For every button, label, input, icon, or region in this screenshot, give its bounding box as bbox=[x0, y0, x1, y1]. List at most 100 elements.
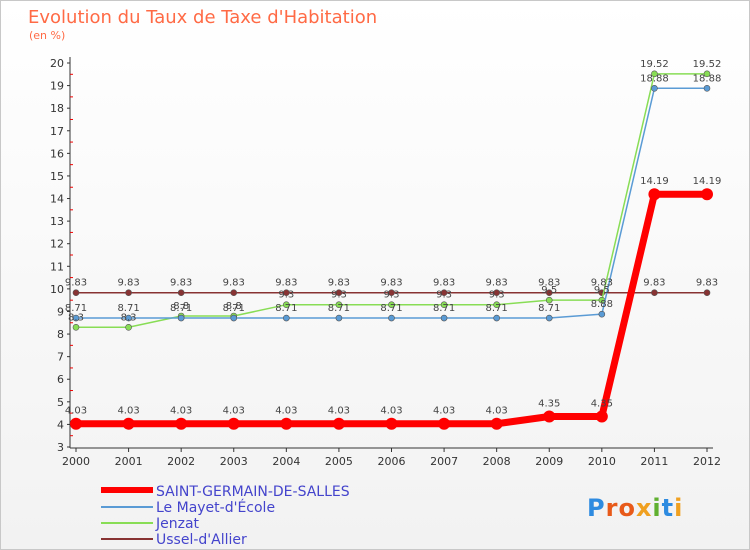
data-label: 8.88 bbox=[591, 299, 613, 310]
data-point bbox=[493, 314, 500, 322]
x-tick-label: 2011 bbox=[640, 455, 668, 468]
data-label: 18.88 bbox=[693, 73, 722, 84]
y-tick-label: 3 bbox=[57, 441, 64, 454]
data-label: 9.83 bbox=[486, 278, 508, 289]
data-point bbox=[385, 417, 398, 430]
data-label: 9.83 bbox=[538, 278, 560, 289]
data-point bbox=[440, 301, 448, 308]
y-tick-label: 13 bbox=[50, 215, 64, 228]
y-tick-label: 19 bbox=[50, 80, 64, 93]
data-label: 8.8 bbox=[226, 301, 242, 312]
data-label: 9.83 bbox=[117, 278, 139, 289]
data-point bbox=[230, 314, 238, 322]
data-label: 8.3 bbox=[68, 312, 84, 323]
y-tick-label: 20 bbox=[50, 57, 64, 70]
data-point bbox=[72, 289, 80, 297]
y-tick-label: 18 bbox=[50, 102, 64, 115]
data-label: 4.03 bbox=[65, 406, 87, 417]
legend-swatch bbox=[101, 506, 153, 508]
data-point bbox=[230, 289, 238, 297]
data-label: 19.52 bbox=[640, 59, 669, 70]
y-tick-label: 10 bbox=[50, 283, 64, 296]
data-label: 9.3 bbox=[436, 290, 452, 301]
data-label: 8.8 bbox=[173, 301, 189, 312]
x-tick-label: 2002 bbox=[167, 455, 195, 468]
data-point bbox=[595, 410, 608, 423]
data-point bbox=[543, 410, 556, 423]
data-label: 9.83 bbox=[380, 278, 402, 289]
data-label: 9.5 bbox=[594, 285, 610, 296]
x-tick-label: 2008 bbox=[483, 455, 511, 468]
data-point bbox=[227, 417, 240, 430]
chart-title: Evolution du Taux de Taxe d'Habitation bbox=[28, 7, 378, 28]
series-layer bbox=[70, 70, 713, 430]
data-label: 9.83 bbox=[643, 278, 665, 289]
data-point bbox=[490, 417, 503, 430]
legend-swatch bbox=[101, 538, 153, 540]
data-point bbox=[388, 314, 395, 322]
x-tick-label: 2003 bbox=[220, 455, 248, 468]
data-label: 14.19 bbox=[640, 176, 669, 187]
data-point bbox=[125, 314, 132, 322]
y-tick-label: 12 bbox=[50, 238, 64, 251]
y-tick-label: 15 bbox=[50, 170, 64, 183]
data-label: 9.3 bbox=[489, 290, 505, 301]
data-label: 9.3 bbox=[278, 290, 294, 301]
logo-letter: r bbox=[605, 494, 619, 522]
data-label: 8.71 bbox=[65, 303, 87, 314]
x-tick-label: 2007 bbox=[430, 455, 458, 468]
data-label: 8.71 bbox=[275, 303, 297, 314]
data-point bbox=[703, 289, 711, 297]
logo-letter: P bbox=[587, 494, 606, 522]
logo-letter: x bbox=[635, 494, 653, 522]
y-tick-label: 7 bbox=[57, 351, 64, 364]
data-point bbox=[545, 296, 553, 304]
data-label: 9.83 bbox=[591, 278, 613, 289]
y-tick-label: 6 bbox=[57, 373, 64, 386]
data-point bbox=[651, 70, 658, 78]
data-point bbox=[125, 323, 132, 331]
data-labels-layer: 9.83 9.83 9.83 9.83 9.83 9.83 9.83 9.83 9.83 9.83… bbox=[65, 59, 721, 417]
y-tick-label: 14 bbox=[50, 193, 64, 206]
data-label: 4.35 bbox=[538, 399, 560, 410]
y-tick-label: 11 bbox=[50, 260, 64, 273]
data-label: 8.71 bbox=[433, 303, 455, 314]
logo-letter: t bbox=[661, 494, 675, 522]
data-label: 9.83 bbox=[170, 278, 192, 289]
data-point bbox=[493, 301, 500, 308]
data-label: 9.5 bbox=[541, 285, 557, 296]
data-label: 9.83 bbox=[275, 278, 297, 289]
data-label: 9.83 bbox=[433, 278, 455, 289]
data-label: 9.3 bbox=[384, 290, 400, 301]
legend-swatch bbox=[101, 522, 153, 524]
logo-letter: i bbox=[674, 494, 684, 522]
x-tick-label: 2000 bbox=[62, 455, 90, 468]
data-label: 4.03 bbox=[328, 406, 350, 417]
data-point bbox=[280, 417, 293, 430]
x-tick-label: 2012 bbox=[693, 455, 721, 468]
data-point bbox=[175, 417, 188, 430]
data-point bbox=[388, 289, 395, 297]
data-point bbox=[545, 314, 553, 322]
data-point bbox=[122, 417, 135, 430]
data-label: 9.83 bbox=[65, 278, 87, 289]
data-point bbox=[651, 289, 658, 297]
logo-letter: i bbox=[652, 494, 662, 522]
x-tick-label: 2004 bbox=[272, 455, 300, 468]
data-label: 4.35 bbox=[591, 399, 613, 410]
axes: 3 4 5 6 7 8 9 10 11 12 13 14 15 16 17 18 19 20 2000 2001 200… bbox=[50, 57, 721, 468]
data-label: 9.83 bbox=[696, 278, 718, 289]
data-label: 8.71 bbox=[328, 303, 350, 314]
data-label: 8.71 bbox=[170, 303, 192, 314]
y-tick-label: 16 bbox=[50, 147, 64, 160]
data-point bbox=[335, 314, 343, 322]
data-label: 4.03 bbox=[170, 406, 192, 417]
data-label: 8.71 bbox=[117, 303, 139, 314]
y-tick-label: 8 bbox=[57, 328, 64, 341]
data-label: 4.03 bbox=[117, 406, 139, 417]
data-label: 4.03 bbox=[275, 406, 297, 417]
data-label: 8.71 bbox=[486, 303, 508, 314]
data-label: 8.71 bbox=[380, 303, 402, 314]
legend-label: SAINT-GERMAIN-DE-SALLES bbox=[156, 484, 350, 500]
